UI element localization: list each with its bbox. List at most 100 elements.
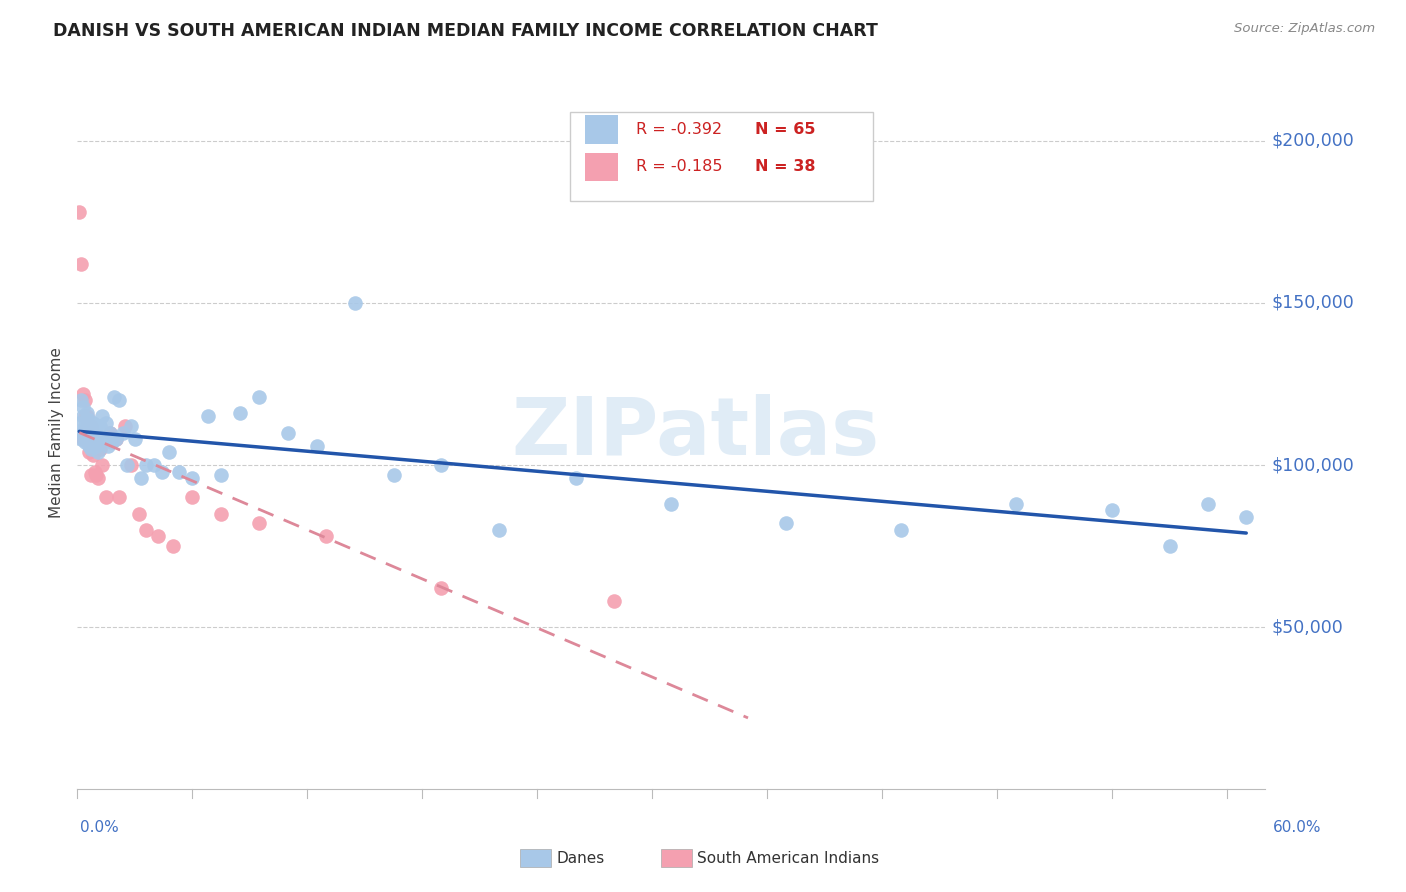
Point bbox=[167, 465, 190, 479]
Point bbox=[80, 419, 103, 434]
Point bbox=[564, 471, 586, 485]
Text: Danes: Danes bbox=[557, 851, 605, 865]
Point bbox=[98, 425, 121, 440]
Point bbox=[129, 471, 152, 485]
Point bbox=[67, 205, 90, 219]
Point bbox=[247, 390, 270, 404]
Point bbox=[382, 467, 405, 482]
Point bbox=[103, 390, 125, 404]
Point bbox=[67, 416, 90, 430]
Point bbox=[143, 458, 166, 472]
Point bbox=[157, 445, 180, 459]
Point bbox=[890, 523, 912, 537]
Point bbox=[430, 582, 453, 596]
Point bbox=[114, 419, 136, 434]
Point bbox=[94, 491, 117, 505]
Point bbox=[128, 507, 150, 521]
Point bbox=[181, 491, 204, 505]
Point bbox=[73, 419, 96, 434]
Point bbox=[1005, 497, 1028, 511]
Text: R = -0.185: R = -0.185 bbox=[636, 160, 723, 174]
Point bbox=[70, 393, 93, 408]
Point bbox=[135, 523, 157, 537]
Point bbox=[162, 539, 184, 553]
Point bbox=[209, 467, 232, 482]
Point bbox=[315, 529, 337, 543]
Point bbox=[76, 432, 98, 446]
Point bbox=[104, 432, 127, 446]
Point bbox=[77, 429, 100, 443]
Point bbox=[82, 416, 104, 430]
Point bbox=[83, 432, 105, 446]
Point bbox=[603, 594, 626, 608]
Point bbox=[83, 465, 105, 479]
Point bbox=[775, 516, 797, 531]
Point bbox=[73, 435, 96, 450]
Point bbox=[1234, 510, 1257, 524]
Point bbox=[124, 432, 146, 446]
Point bbox=[97, 439, 120, 453]
Point bbox=[80, 432, 103, 446]
Point bbox=[76, 422, 98, 436]
Text: N = 65: N = 65 bbox=[755, 122, 815, 136]
Point bbox=[94, 416, 117, 430]
Point bbox=[82, 448, 104, 462]
Point bbox=[115, 458, 138, 472]
Text: 60.0%: 60.0% bbox=[1274, 821, 1322, 835]
Point bbox=[430, 458, 453, 472]
Point bbox=[488, 523, 510, 537]
Point bbox=[77, 432, 100, 446]
Text: South American Indians: South American Indians bbox=[697, 851, 880, 865]
Text: Source: ZipAtlas.com: Source: ZipAtlas.com bbox=[1234, 22, 1375, 36]
FancyBboxPatch shape bbox=[585, 153, 617, 181]
Text: 0.0%: 0.0% bbox=[80, 821, 120, 835]
Point bbox=[77, 422, 100, 436]
FancyBboxPatch shape bbox=[571, 112, 873, 201]
Point bbox=[87, 471, 110, 485]
Point bbox=[80, 467, 103, 482]
Point bbox=[93, 432, 115, 446]
Point bbox=[135, 458, 157, 472]
Point bbox=[101, 435, 124, 450]
Point bbox=[150, 465, 173, 479]
Text: $50,000: $50,000 bbox=[1271, 618, 1343, 636]
Point bbox=[70, 432, 93, 446]
Point bbox=[91, 409, 114, 424]
Text: ZIPatlas: ZIPatlas bbox=[510, 393, 879, 472]
Point bbox=[80, 419, 103, 434]
Point bbox=[80, 442, 103, 456]
FancyBboxPatch shape bbox=[585, 115, 617, 144]
Point bbox=[77, 412, 100, 426]
Point bbox=[229, 406, 252, 420]
Text: $100,000: $100,000 bbox=[1271, 456, 1354, 474]
Text: DANISH VS SOUTH AMERICAN INDIAN MEDIAN FAMILY INCOME CORRELATION CHART: DANISH VS SOUTH AMERICAN INDIAN MEDIAN F… bbox=[53, 22, 879, 40]
Point bbox=[104, 432, 127, 446]
Point bbox=[86, 432, 108, 446]
Point bbox=[72, 400, 94, 414]
Point bbox=[70, 257, 93, 271]
Point bbox=[344, 296, 367, 310]
Point bbox=[72, 425, 94, 440]
Point bbox=[108, 491, 131, 505]
Point bbox=[98, 425, 121, 440]
Point bbox=[86, 425, 108, 440]
Point bbox=[72, 409, 94, 424]
Point bbox=[209, 507, 232, 521]
Point bbox=[91, 458, 114, 472]
Point bbox=[76, 419, 98, 434]
Point bbox=[72, 386, 94, 401]
Point bbox=[197, 409, 219, 424]
Point bbox=[89, 442, 111, 456]
Point bbox=[1159, 539, 1181, 553]
Point bbox=[305, 439, 328, 453]
Point bbox=[73, 393, 96, 408]
Point bbox=[82, 435, 104, 450]
Point bbox=[89, 419, 111, 434]
Point bbox=[73, 409, 96, 424]
Text: $200,000: $200,000 bbox=[1271, 132, 1354, 150]
Point bbox=[87, 432, 110, 446]
Point bbox=[146, 529, 169, 543]
Point bbox=[77, 445, 100, 459]
Point bbox=[82, 425, 104, 440]
Text: R = -0.392: R = -0.392 bbox=[636, 122, 721, 136]
